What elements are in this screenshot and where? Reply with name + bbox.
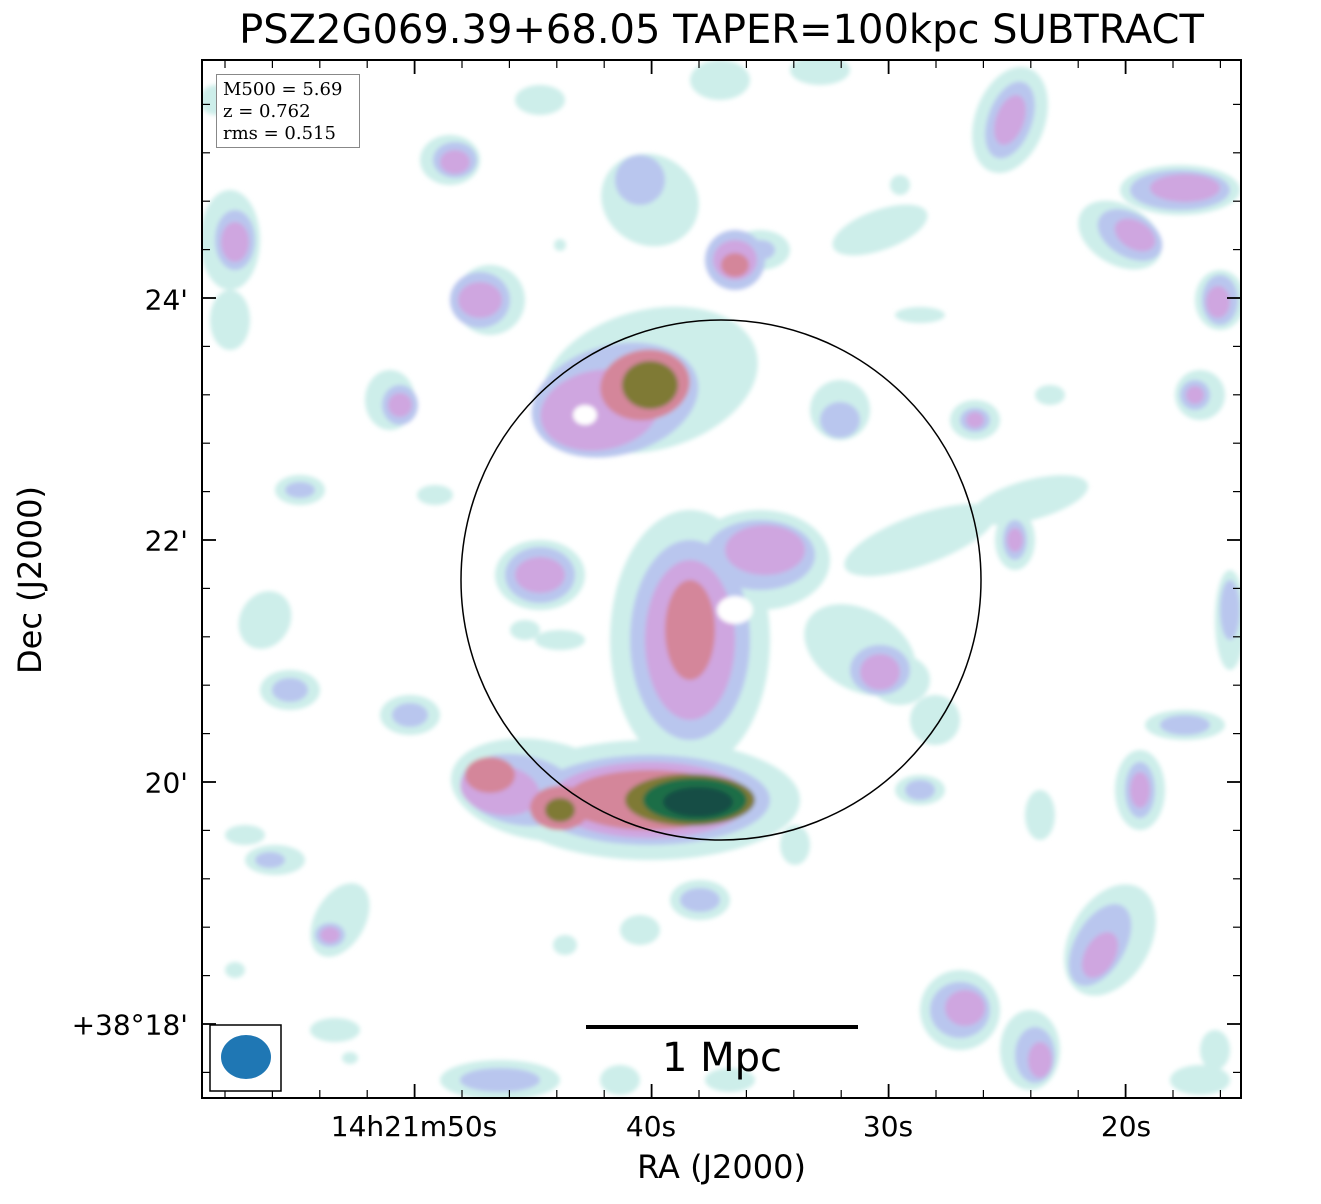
emission-contour	[890, 175, 910, 195]
emission-contour	[458, 282, 502, 318]
emission-contour	[994, 95, 1026, 145]
x-axis-label: RA (J2000)	[637, 1148, 806, 1186]
r500-circle-icon	[460, 319, 982, 841]
emission-contour	[620, 915, 660, 945]
x-tick-label: 30s	[862, 1110, 914, 1143]
emission-contour	[1200, 1030, 1230, 1070]
emission-contour	[515, 557, 565, 593]
beam-ellipse-icon	[221, 1035, 271, 1079]
emission-hole	[573, 405, 597, 425]
emission-contour	[342, 1052, 358, 1064]
emission-contour	[1007, 528, 1023, 552]
emission-contour	[905, 780, 935, 800]
emission-contour	[510, 620, 540, 640]
emission-contour	[780, 825, 810, 865]
x-tick-label: 20s	[1100, 1110, 1152, 1143]
emission-contour	[225, 825, 265, 845]
emission-contour	[440, 150, 470, 174]
emission-hole	[717, 596, 753, 624]
emission-contour	[932, 515, 968, 535]
emission-contour	[554, 239, 566, 251]
emission-contour	[210, 290, 250, 350]
emission-contour	[1220, 580, 1240, 640]
emission-contour	[1160, 715, 1210, 735]
emission-contour	[1150, 174, 1220, 202]
cluster-info-box: M500 = 5.69 z = 0.762 rms = 0.515	[216, 74, 360, 148]
emission-contour	[971, 475, 1089, 525]
emission-contour	[860, 654, 900, 690]
emission-contour	[515, 85, 565, 115]
figure-title: PSZ2G069.39+68.05 TAPER=100kpc SUBTRACT	[239, 7, 1204, 53]
emission-contour	[705, 1068, 755, 1092]
emission-contour	[1081, 932, 1119, 978]
emission-contour	[910, 695, 960, 745]
emission-contour	[320, 927, 340, 943]
x-tick-label: 40s	[625, 1110, 677, 1143]
y-axis-label-text: Dec (J2000)	[11, 486, 49, 674]
emission-contour	[255, 852, 285, 868]
emission-contour	[665, 580, 715, 680]
emission-contour	[535, 630, 585, 650]
emission-contour	[1025, 790, 1055, 840]
emission-contour	[832, 204, 928, 256]
emission-map	[202, 60, 1241, 1098]
emission-contour	[1028, 1042, 1052, 1078]
emission-contour	[310, 1018, 360, 1042]
emission-contour	[285, 482, 315, 498]
emission-contour	[1130, 772, 1150, 808]
emission-contour	[895, 307, 945, 323]
m500-text: M500 = 5.69	[223, 79, 343, 100]
emission-contour	[725, 525, 805, 575]
emission-contour	[966, 412, 984, 428]
emission-contour	[1170, 1065, 1230, 1095]
redshift-text: z = 0.762	[223, 101, 311, 122]
x-tick-label: 14h21m50s	[330, 1110, 498, 1143]
emission-contour	[600, 1065, 640, 1095]
emission-contour	[460, 1068, 540, 1092]
emission-contour	[545, 798, 575, 822]
emission-contour	[1206, 286, 1230, 318]
emission-contour	[790, 60, 850, 85]
emission-contour	[622, 361, 678, 409]
y-tick-label: 22'	[144, 524, 188, 558]
emission-contour	[388, 393, 412, 417]
emission-contour	[820, 402, 860, 438]
emission-contour	[721, 253, 749, 277]
emission-contour	[238, 591, 292, 649]
emission-contour	[417, 485, 453, 505]
emission-contour	[221, 222, 249, 262]
emission-contour	[1035, 385, 1065, 405]
plot-frame	[201, 59, 1242, 1099]
emission-contour	[272, 678, 308, 702]
emission-contour	[553, 935, 577, 955]
emission-contour	[1114, 218, 1156, 252]
emission-contour	[680, 888, 720, 912]
rms-text: rms = 0.515	[223, 123, 336, 144]
emission-contour	[945, 990, 985, 1026]
y-tick-label: +38°18'	[71, 1008, 188, 1042]
emission-contour	[1186, 386, 1204, 404]
emission-contour	[225, 962, 245, 978]
y-tick-label: 20'	[144, 766, 188, 800]
emission-contour	[663, 787, 733, 817]
axis-ticks	[202, 60, 1241, 1098]
scale-bar-label: 1 Mpc	[661, 1035, 783, 1081]
emission-contour	[465, 757, 515, 793]
emission-contour	[690, 60, 750, 100]
emission-contour	[615, 155, 665, 205]
y-tick-label: 24'	[144, 283, 188, 317]
emission-contour	[392, 703, 428, 727]
